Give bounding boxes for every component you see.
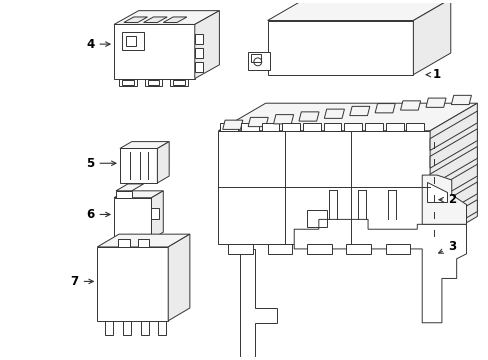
Text: 3: 3 <box>438 240 455 253</box>
Text: 2: 2 <box>438 193 455 206</box>
Text: 6: 6 <box>86 208 110 221</box>
Bar <box>306 244 331 254</box>
Polygon shape <box>114 191 163 198</box>
Bar <box>116 191 131 198</box>
Bar <box>151 208 159 219</box>
Polygon shape <box>429 200 476 239</box>
Polygon shape <box>114 24 194 78</box>
Bar <box>122 80 133 85</box>
Bar <box>346 244 370 254</box>
Bar <box>385 244 409 254</box>
Bar <box>141 321 148 334</box>
Bar <box>267 244 292 254</box>
Polygon shape <box>151 191 163 239</box>
Bar <box>122 321 130 334</box>
Text: 7: 7 <box>70 275 93 288</box>
Polygon shape <box>406 123 423 131</box>
Polygon shape <box>324 109 344 118</box>
Polygon shape <box>349 106 369 116</box>
Bar <box>173 80 184 85</box>
Bar <box>119 78 137 86</box>
Bar <box>194 34 202 44</box>
Polygon shape <box>194 11 219 78</box>
Bar <box>228 244 252 254</box>
Polygon shape <box>143 17 167 22</box>
Polygon shape <box>267 21 412 75</box>
Polygon shape <box>240 249 277 357</box>
Bar <box>194 48 202 58</box>
Bar <box>170 78 187 86</box>
Polygon shape <box>97 234 189 247</box>
Text: 5: 5 <box>86 157 116 170</box>
Bar <box>118 239 129 247</box>
Text: 4: 4 <box>86 38 110 51</box>
Polygon shape <box>425 98 445 107</box>
Polygon shape <box>114 11 219 24</box>
Bar <box>306 210 326 227</box>
Bar <box>158 321 166 334</box>
Polygon shape <box>261 123 279 131</box>
Polygon shape <box>429 129 476 168</box>
Polygon shape <box>241 123 258 131</box>
Polygon shape <box>344 123 362 131</box>
Polygon shape <box>223 120 243 129</box>
Polygon shape <box>267 0 450 21</box>
Polygon shape <box>421 175 466 224</box>
Bar <box>194 62 202 72</box>
Bar <box>122 32 143 50</box>
Polygon shape <box>163 17 186 22</box>
Polygon shape <box>218 131 429 244</box>
Polygon shape <box>247 117 268 127</box>
Bar <box>147 80 159 85</box>
Polygon shape <box>168 234 189 321</box>
Polygon shape <box>429 164 476 204</box>
Polygon shape <box>120 148 157 183</box>
Polygon shape <box>282 123 300 131</box>
Polygon shape <box>412 0 450 75</box>
Bar <box>144 78 162 86</box>
Polygon shape <box>298 112 318 121</box>
Bar <box>105 321 113 334</box>
Bar <box>125 36 136 46</box>
Polygon shape <box>374 104 394 113</box>
Polygon shape <box>400 101 420 110</box>
Polygon shape <box>116 184 143 191</box>
Bar <box>138 239 149 247</box>
Polygon shape <box>429 182 476 221</box>
Polygon shape <box>254 357 367 360</box>
Polygon shape <box>220 123 238 131</box>
Polygon shape <box>429 111 476 150</box>
Polygon shape <box>426 182 446 202</box>
Bar <box>250 54 260 62</box>
Polygon shape <box>450 95 470 105</box>
Polygon shape <box>123 17 147 22</box>
Polygon shape <box>365 123 382 131</box>
Polygon shape <box>429 103 476 244</box>
Polygon shape <box>294 219 466 323</box>
Polygon shape <box>303 123 320 131</box>
Polygon shape <box>114 198 151 239</box>
Polygon shape <box>97 247 168 321</box>
Polygon shape <box>323 123 341 131</box>
Polygon shape <box>157 141 169 183</box>
Polygon shape <box>429 147 476 186</box>
Polygon shape <box>120 141 169 148</box>
Polygon shape <box>385 123 403 131</box>
Bar <box>247 52 269 70</box>
Polygon shape <box>218 103 476 131</box>
Polygon shape <box>273 114 293 124</box>
Text: 1: 1 <box>426 68 440 81</box>
